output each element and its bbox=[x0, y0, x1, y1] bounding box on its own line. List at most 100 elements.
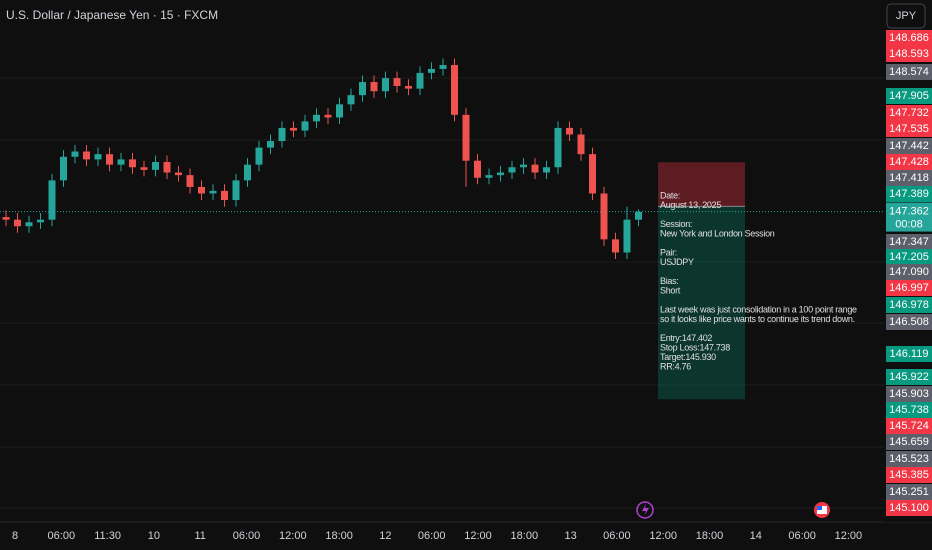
price-tag-label: 148.593 bbox=[889, 48, 929, 60]
current-price-tag bbox=[886, 202, 932, 232]
candle-body bbox=[324, 114, 332, 118]
price-tag-label: 145.659 bbox=[889, 436, 929, 448]
price-tag-label: 146.508 bbox=[889, 316, 929, 328]
candle-body bbox=[439, 65, 447, 69]
candle-body bbox=[140, 167, 148, 170]
price-tag-label: 145.100 bbox=[889, 502, 929, 514]
trade-level: Stop Loss:147.738 bbox=[660, 342, 730, 352]
candle-body bbox=[48, 180, 56, 220]
price-tag bbox=[886, 280, 932, 296]
grid bbox=[0, 77, 884, 509]
price-tag-label: 147.535 bbox=[889, 123, 929, 135]
price-tag bbox=[886, 249, 932, 265]
candle-body bbox=[209, 190, 217, 194]
candle-body bbox=[244, 164, 251, 181]
price-tag-label: 147.428 bbox=[889, 156, 929, 168]
candle-body bbox=[612, 239, 619, 253]
x-tick-label: 06:00 bbox=[788, 530, 816, 542]
countdown-label: 00:08 bbox=[895, 218, 923, 230]
stop-zone bbox=[658, 162, 745, 207]
candle-body bbox=[347, 95, 355, 105]
candle-body bbox=[462, 114, 470, 161]
x-tick-label: 12:00 bbox=[835, 530, 863, 542]
price-tag bbox=[886, 467, 932, 483]
price-tag bbox=[886, 234, 932, 250]
price-tag-label: 146.978 bbox=[889, 299, 929, 311]
candle-body bbox=[623, 219, 631, 253]
price-tag bbox=[886, 500, 932, 516]
candle-body bbox=[589, 154, 596, 194]
x-tick-label: 18:00 bbox=[325, 530, 353, 542]
x-tick-label: 12 bbox=[379, 530, 391, 542]
x-tick-label: 06:00 bbox=[418, 530, 446, 542]
x-tick-label: 14 bbox=[750, 530, 762, 542]
target-zone bbox=[658, 206, 745, 400]
price-tag bbox=[886, 484, 932, 500]
x-tick-label: 18:00 bbox=[511, 530, 539, 542]
candle-body bbox=[25, 222, 33, 227]
candle-body bbox=[451, 65, 458, 115]
candle-body bbox=[163, 162, 171, 173]
current-price-label: 147.362 bbox=[889, 205, 929, 217]
price-tag bbox=[886, 46, 932, 62]
note-line: so it looks like price wants to continue… bbox=[660, 314, 855, 324]
price-tag bbox=[886, 30, 932, 46]
price-tag-label: 145.903 bbox=[889, 388, 929, 400]
candle-body bbox=[37, 219, 44, 223]
symbol-title: U.S. Dollar / Japanese Yen · 15 · FXCM bbox=[6, 8, 218, 22]
x-tick-label: 11:30 bbox=[94, 530, 121, 542]
candle-body bbox=[428, 68, 435, 73]
event-icon[interactable] bbox=[636, 501, 654, 519]
price-tag bbox=[886, 434, 932, 450]
note-line: August 13, 2025 bbox=[660, 200, 721, 210]
x-tick-label: 8 bbox=[12, 530, 18, 542]
candle-body bbox=[600, 193, 608, 240]
candle-body bbox=[94, 154, 102, 160]
price-tag-label: 147.905 bbox=[889, 90, 929, 102]
candle-body bbox=[405, 85, 412, 89]
price-tag bbox=[886, 346, 932, 362]
candle-body bbox=[71, 151, 79, 157]
price-tag bbox=[886, 138, 932, 154]
candle-body bbox=[83, 151, 90, 160]
x-tick-label: 06:00 bbox=[603, 530, 631, 542]
candle-body bbox=[543, 167, 550, 173]
price-tag bbox=[886, 105, 932, 121]
candle-body bbox=[60, 156, 67, 181]
x-tick-label: 06:00 bbox=[233, 530, 261, 542]
price-tag-label: 146.997 bbox=[889, 282, 929, 294]
trade-level: Target:145.930 bbox=[660, 352, 716, 362]
candle-body bbox=[117, 159, 125, 165]
candle-body bbox=[106, 154, 113, 165]
x-tick-label: 11 bbox=[194, 530, 205, 542]
price-tag-label: 145.738 bbox=[889, 404, 929, 416]
event-icons bbox=[636, 501, 830, 519]
price-tag-label: 147.090 bbox=[889, 266, 929, 278]
candle-body bbox=[267, 141, 274, 148]
note-line: Bias: bbox=[660, 276, 679, 286]
price-tag bbox=[886, 186, 932, 202]
candle-body bbox=[497, 172, 504, 176]
currency-button[interactable] bbox=[886, 3, 926, 29]
note-line: USJDPY bbox=[660, 257, 694, 267]
price-tag-label: 147.442 bbox=[889, 140, 929, 152]
price-tag-label: 145.724 bbox=[889, 420, 929, 432]
candle-body bbox=[232, 180, 240, 201]
note-line: New York and London Session bbox=[660, 228, 775, 238]
candle-body bbox=[508, 167, 516, 173]
currency-button-label[interactable]: JPY bbox=[896, 10, 917, 22]
candle-body bbox=[336, 104, 343, 118]
note-line: Last week was just consolidation in a 10… bbox=[660, 304, 857, 314]
candle-body bbox=[301, 121, 309, 131]
candle-body bbox=[221, 190, 228, 201]
price-tag bbox=[886, 64, 932, 80]
candle-body bbox=[635, 211, 642, 220]
candle-body bbox=[382, 78, 389, 92]
note-line: Session: bbox=[660, 219, 692, 229]
price-tag-label: 147.418 bbox=[889, 172, 929, 184]
x-tick-label: 12:00 bbox=[464, 530, 492, 542]
price-tag-label: 147.389 bbox=[889, 188, 929, 200]
